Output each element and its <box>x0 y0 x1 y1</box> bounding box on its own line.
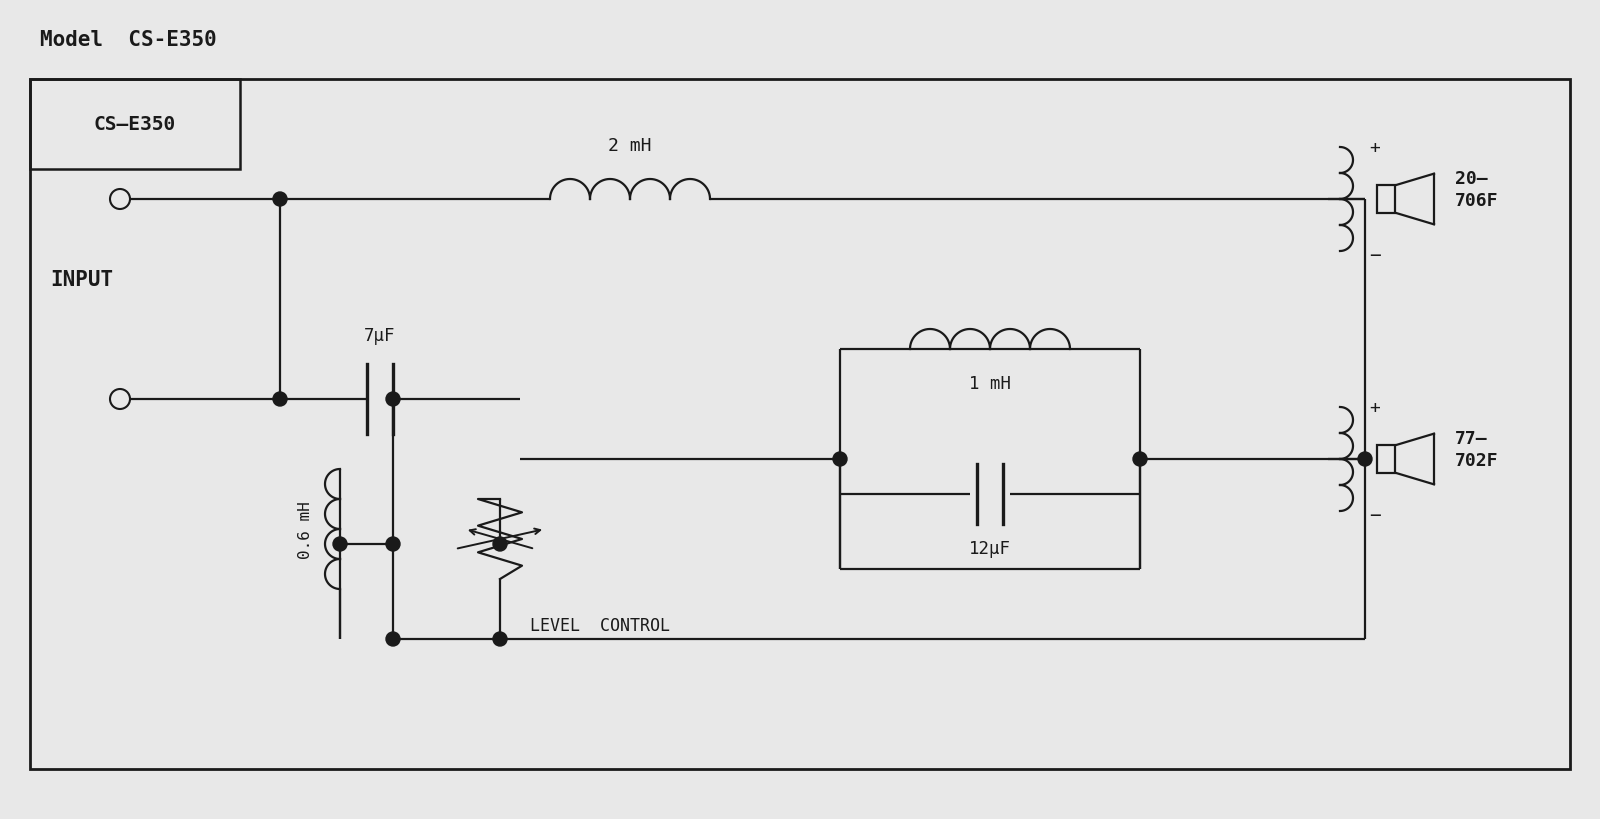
Circle shape <box>333 537 347 551</box>
Text: +: + <box>1370 139 1381 156</box>
Text: Model  CS-E350: Model CS-E350 <box>40 30 216 50</box>
Text: −: − <box>1370 245 1381 265</box>
Text: +: + <box>1370 399 1381 417</box>
Text: 2 mH: 2 mH <box>608 137 651 155</box>
Bar <box>1378 186 1395 214</box>
Circle shape <box>386 632 400 646</box>
Text: CS–E350: CS–E350 <box>94 115 176 134</box>
Text: 20–
706F: 20– 706F <box>1454 170 1499 210</box>
Circle shape <box>1133 452 1147 467</box>
Text: INPUT: INPUT <box>50 269 114 290</box>
Circle shape <box>274 192 286 206</box>
Text: −: − <box>1370 505 1381 524</box>
Circle shape <box>110 190 130 210</box>
Circle shape <box>386 537 400 551</box>
Text: 1 mH: 1 mH <box>970 374 1011 392</box>
Text: 77–
702F: 77– 702F <box>1454 429 1499 469</box>
Circle shape <box>274 392 286 406</box>
Circle shape <box>493 632 507 646</box>
Bar <box>30 80 240 170</box>
Circle shape <box>834 452 846 467</box>
Circle shape <box>386 392 400 406</box>
Text: 7μF: 7μF <box>365 327 395 345</box>
Text: LEVEL  CONTROL: LEVEL CONTROL <box>530 616 670 634</box>
Bar <box>30 80 1570 769</box>
Circle shape <box>1358 452 1373 467</box>
Text: 0.6 mH: 0.6 mH <box>298 500 312 559</box>
Circle shape <box>110 390 130 410</box>
Circle shape <box>493 537 507 551</box>
Bar <box>1378 446 1395 473</box>
Text: 12μF: 12μF <box>970 540 1011 557</box>
